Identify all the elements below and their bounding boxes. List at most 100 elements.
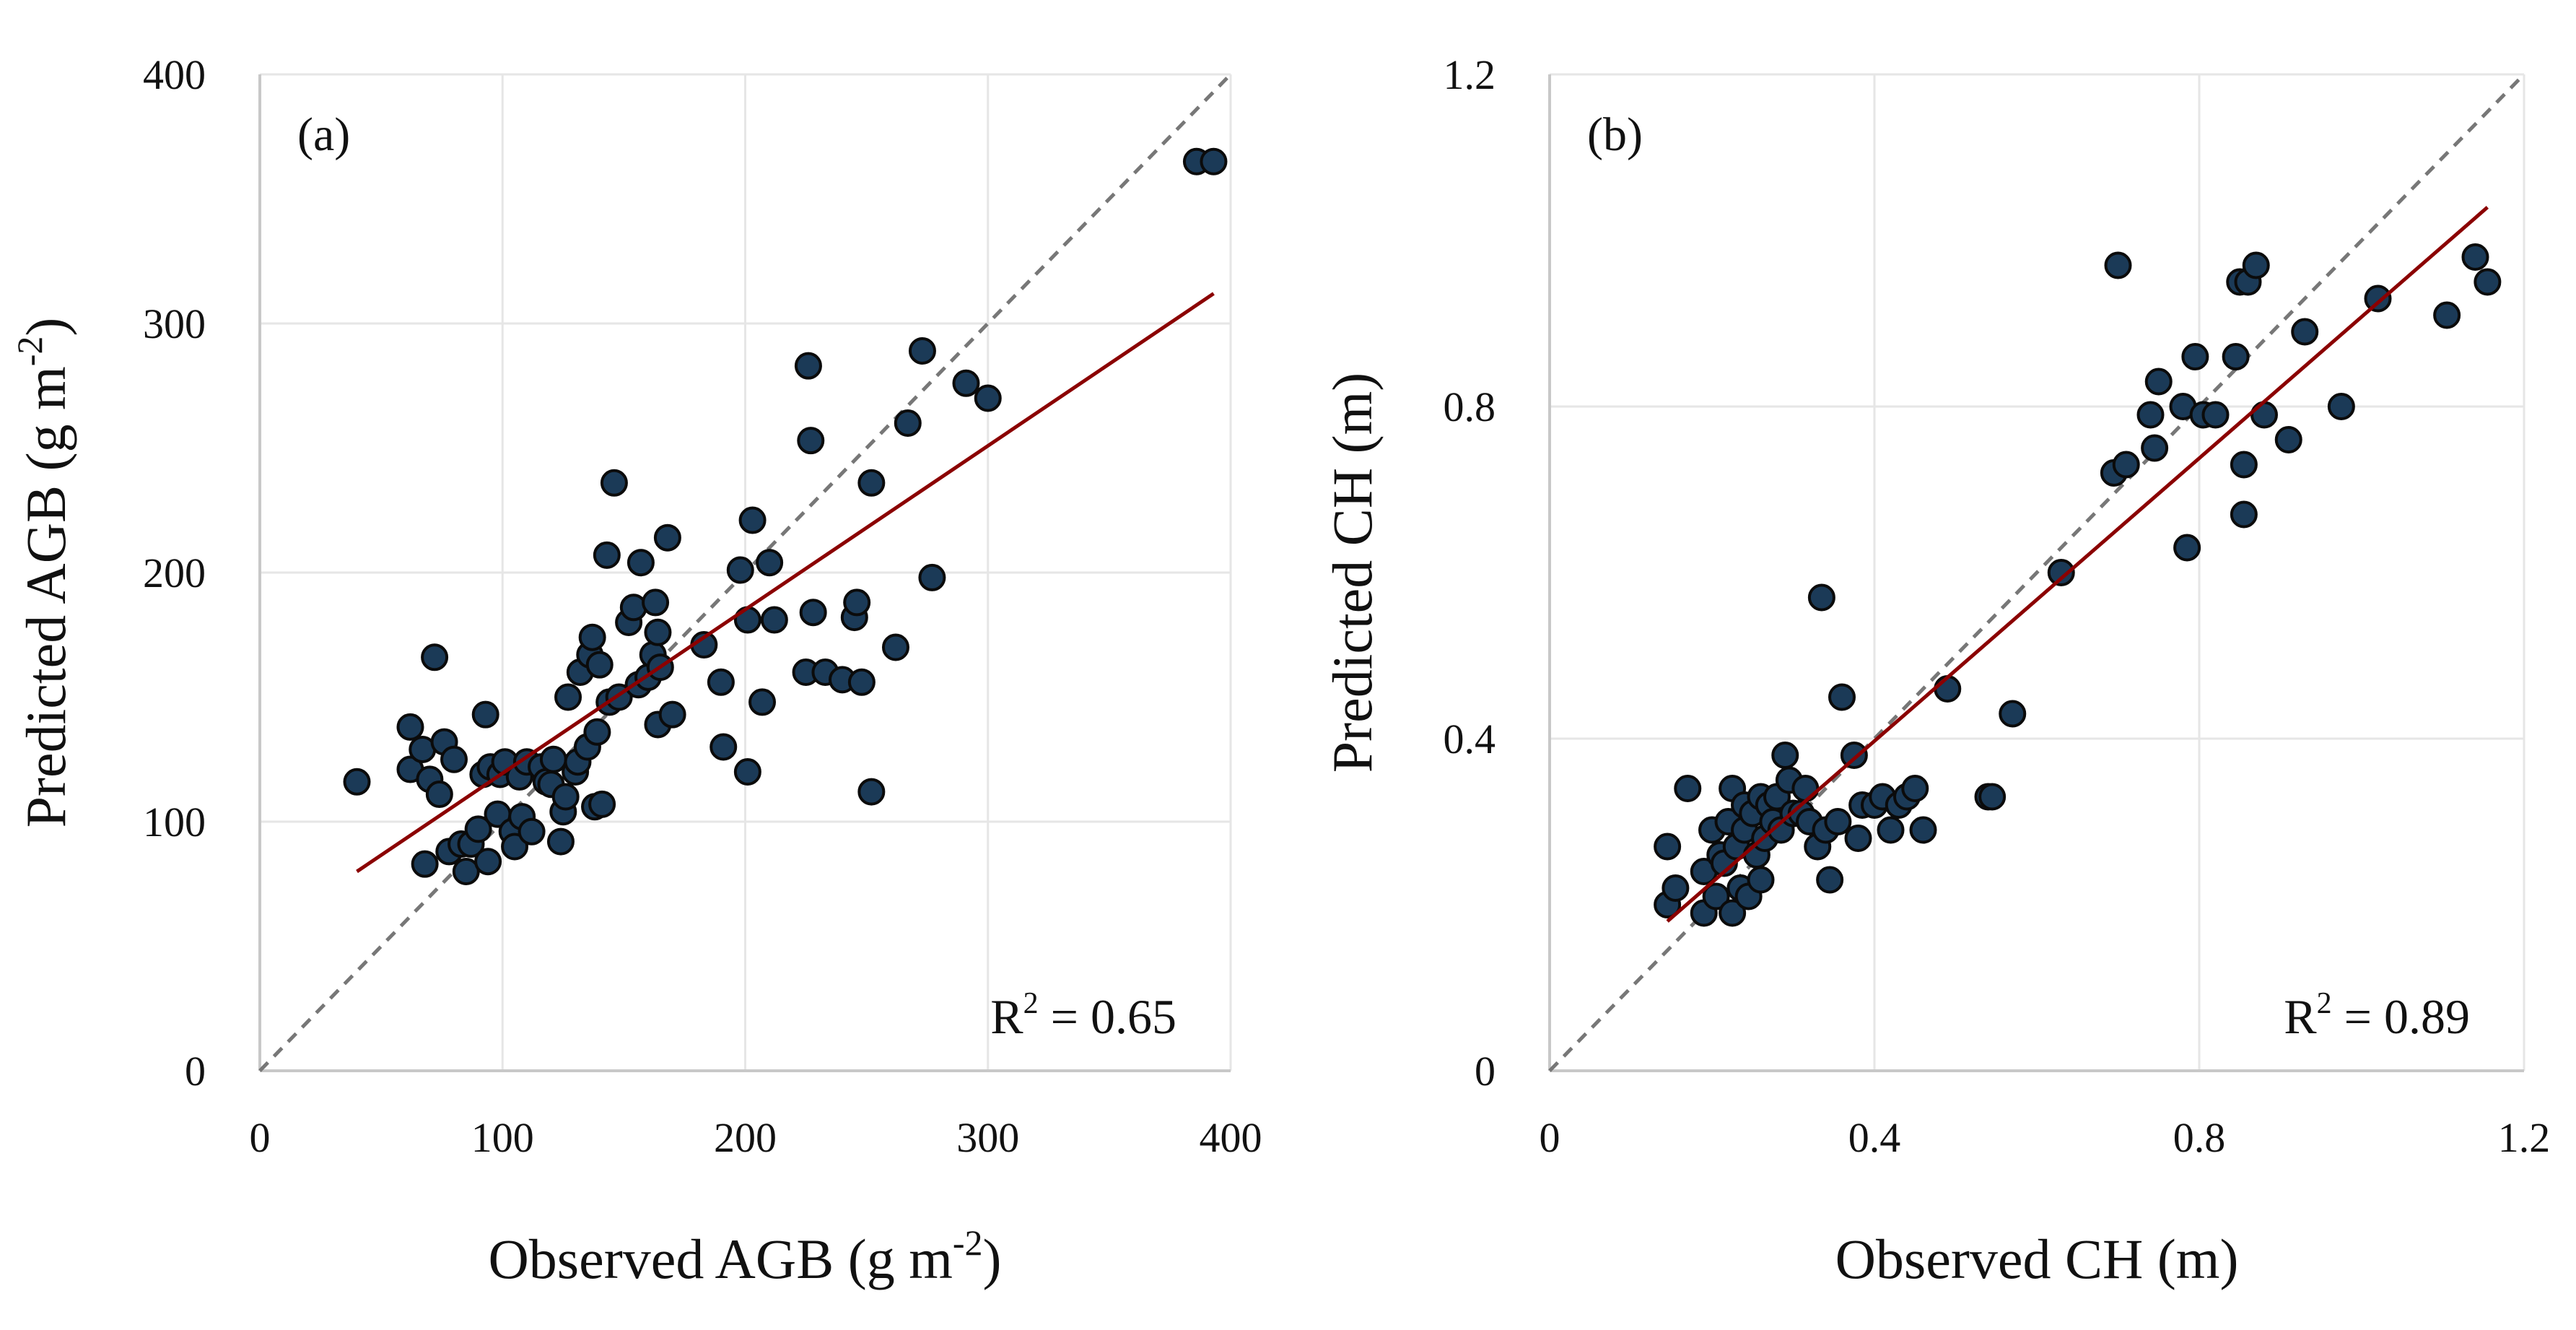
data-point <box>756 549 784 577</box>
x-axis-title: Observed CH (m) <box>1835 1227 2239 1290</box>
data-point <box>593 541 621 569</box>
data-point <box>452 858 480 885</box>
data-point <box>2274 426 2302 453</box>
y-axis-title: Predicted CH (m) <box>1321 373 1384 773</box>
data-point <box>1702 882 1730 910</box>
data-point <box>546 827 575 856</box>
data-point <box>2181 343 2209 370</box>
r-squared-exponent: 2 <box>2317 987 2332 1020</box>
data-point <box>539 745 567 773</box>
data-point <box>2327 393 2355 420</box>
y-tick-label: 0 <box>1475 1048 1496 1095</box>
data-point <box>881 633 909 661</box>
r-squared-value: = 0.65 <box>1039 989 1176 1044</box>
data-point <box>1771 742 1799 769</box>
data-point <box>843 588 871 617</box>
y-axis-title-exponent: -2 <box>9 336 50 367</box>
data-point <box>1840 742 1868 769</box>
data-point <box>554 683 582 711</box>
data-point <box>1807 583 1835 612</box>
data-point <box>551 783 580 811</box>
data-point <box>2141 434 2169 462</box>
data-point <box>733 606 761 634</box>
data-point <box>2291 318 2319 346</box>
x-axis-title-text: Observed CH (m) <box>1835 1227 2239 1290</box>
data-point <box>799 599 827 627</box>
regression-line <box>356 292 1215 874</box>
r-squared-exponent: 2 <box>1023 987 1039 1020</box>
data-point <box>1674 775 1702 802</box>
data-point <box>1999 700 2027 728</box>
data-point <box>797 427 825 455</box>
panel-label: (a) <box>297 108 350 161</box>
y-tick-label: 0.8 <box>1444 383 1496 430</box>
y-axis-title-text: Predicted CH (m) <box>1321 373 1384 773</box>
data-point <box>1901 775 1929 802</box>
r-squared-value: = 0.89 <box>2332 989 2470 1044</box>
data-point <box>733 758 761 786</box>
data-point <box>583 718 611 746</box>
data-point <box>2230 500 2258 529</box>
data-point <box>974 384 1002 412</box>
panel-b: 0 0.4 0.8 1.2 0 0.4 0.8 1.2 (b) R2 = 0.89 Observed… <box>1321 51 2550 1290</box>
r-squared-symbol: R <box>990 989 1023 1044</box>
data-point <box>653 523 681 552</box>
data-point <box>1909 816 1937 844</box>
data-point <box>794 352 822 380</box>
data-point <box>658 700 686 729</box>
data-point <box>738 506 767 534</box>
x-tick-label: 1.2 <box>2498 1114 2551 1161</box>
data-point <box>918 563 946 591</box>
x-axis-title-end: ) <box>983 1227 1002 1290</box>
data-point <box>464 815 492 843</box>
data-point <box>2250 401 2278 429</box>
data-point <box>578 623 606 651</box>
data-point <box>847 668 876 696</box>
data-point <box>440 745 468 773</box>
x-tick-label: 0.4 <box>1848 1114 1901 1161</box>
data-point <box>343 768 371 796</box>
data-point <box>1934 675 1962 703</box>
regression-line <box>1666 206 2489 923</box>
data-point <box>2173 534 2201 562</box>
data-point <box>1824 808 1852 835</box>
data-point <box>2474 268 2502 296</box>
x-axis-title-text: Observed AGB (g m <box>488 1227 952 1290</box>
r-squared-label: R2 = 0.89 <box>2284 987 2470 1044</box>
data-point <box>2364 284 2392 313</box>
data-point <box>2201 401 2230 429</box>
y-tick-label: 200 <box>143 549 206 596</box>
data-point <box>1791 775 1820 802</box>
y-axis-title: Predicted AGB (g m-2) <box>9 318 77 828</box>
data-point <box>501 833 529 861</box>
data-point <box>471 700 499 729</box>
data-point <box>2104 251 2132 279</box>
data-point <box>2222 343 2250 370</box>
y-tick-label: 300 <box>143 300 206 347</box>
data-point <box>2461 243 2489 271</box>
data-point <box>626 549 655 577</box>
x-tick-label: 100 <box>471 1114 534 1161</box>
x-tick-label: 0 <box>250 1114 271 1161</box>
data-point <box>952 369 980 397</box>
data-point <box>2144 368 2173 396</box>
data-point <box>1816 866 1844 894</box>
data-point <box>396 713 424 741</box>
data-point <box>760 606 788 634</box>
data-point <box>642 588 670 617</box>
data-point <box>411 850 439 878</box>
data-point <box>619 594 647 622</box>
y-axis-title-text: Predicted AGB (g m <box>14 366 77 827</box>
data-point <box>1844 825 1872 852</box>
data-point <box>1877 816 1905 844</box>
data-point <box>894 409 922 437</box>
data-point <box>644 618 672 646</box>
data-point <box>908 336 936 365</box>
data-point <box>1662 874 1690 902</box>
data-point <box>707 668 735 696</box>
data-point <box>2112 451 2140 479</box>
data-point <box>585 651 614 679</box>
data-point <box>2433 301 2461 329</box>
x-tick-label: 400 <box>1200 1114 1262 1161</box>
